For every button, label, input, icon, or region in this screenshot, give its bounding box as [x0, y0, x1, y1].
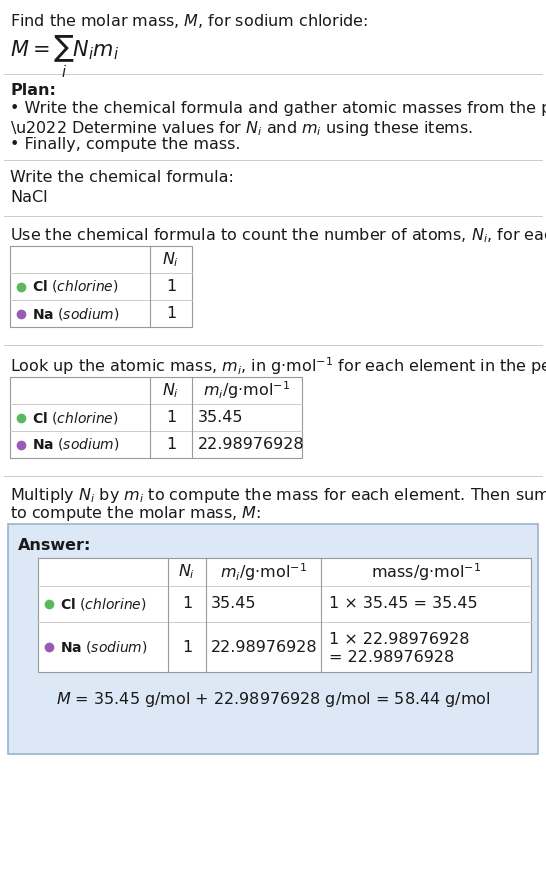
Text: 1 × 35.45 = 35.45: 1 × 35.45 = 35.45: [329, 597, 478, 611]
Text: • Finally, compute the mass.: • Finally, compute the mass.: [10, 137, 240, 152]
Bar: [10, 246, 192, 327]
Text: NaCl: NaCl: [10, 190, 48, 205]
Bar: [38, 558, 531, 672]
Text: $\bf{Cl}$ $\it{(chlorine)}$: $\bf{Cl}$ $\it{(chlorine)}$: [32, 409, 118, 426]
Text: 1: 1: [166, 279, 176, 294]
Text: \u2022 Determine values for $N_i$ and $m_i$ using these items.: \u2022 Determine values for $N_i$ and $m…: [10, 119, 473, 138]
Text: $\bf{Cl}$ $\it{(chlorine)}$: $\bf{Cl}$ $\it{(chlorine)}$: [60, 596, 147, 612]
Text: Use the chemical formula to count the number of atoms, $N_i$, for each element:: Use the chemical formula to count the nu…: [10, 226, 546, 244]
Text: $\bf{Na}$ $\it{(sodium)}$: $\bf{Na}$ $\it{(sodium)}$: [60, 639, 147, 655]
Text: $M = \sum_i N_i m_i$: $M = \sum_i N_i m_i$: [10, 34, 119, 80]
Text: $\bf{Na}$ $\it{(sodium)}$: $\bf{Na}$ $\it{(sodium)}$: [32, 306, 120, 321]
Text: Find the molar mass, $M$, for sodium chloride:: Find the molar mass, $M$, for sodium chl…: [10, 12, 368, 30]
Bar: [10, 377, 302, 458]
Text: $\bf{Na}$ $\it{(sodium)}$: $\bf{Na}$ $\it{(sodium)}$: [32, 436, 120, 453]
Text: $m_i$/g$\cdot$mol$^{-1}$: $m_i$/g$\cdot$mol$^{-1}$: [220, 562, 307, 583]
Text: $M$ = 35.45 g/mol + 22.98976928 g/mol = 58.44 g/mol: $M$ = 35.45 g/mol + 22.98976928 g/mol = …: [56, 690, 490, 709]
Text: 22.98976928: 22.98976928: [211, 639, 318, 654]
Text: Write the chemical formula:: Write the chemical formula:: [10, 170, 234, 185]
Text: Multiply $N_i$ by $m_i$ to compute the mass for each element. Then sum those val: Multiply $N_i$ by $m_i$ to compute the m…: [10, 486, 546, 505]
Text: 1: 1: [182, 639, 192, 654]
Text: 1: 1: [182, 597, 192, 611]
Text: $N_i$: $N_i$: [163, 381, 180, 399]
Text: 1: 1: [166, 437, 176, 452]
Text: 22.98976928: 22.98976928: [198, 437, 305, 452]
Bar: [8, 524, 538, 754]
Text: $\bf{Cl}$ $\it{(chlorine)}$: $\bf{Cl}$ $\it{(chlorine)}$: [32, 279, 118, 294]
Text: to compute the molar mass, $M$:: to compute the molar mass, $M$:: [10, 504, 261, 523]
Text: Look up the atomic mass, $m_i$, in g$\cdot$mol$^{-1}$ for each element in the pe: Look up the atomic mass, $m_i$, in g$\cd…: [10, 355, 546, 377]
Text: 1: 1: [166, 306, 176, 321]
Text: 1 × 22.98976928: 1 × 22.98976928: [329, 632, 470, 646]
Text: • Write the chemical formula and gather atomic masses from the periodic table.: • Write the chemical formula and gather …: [10, 101, 546, 116]
Text: 35.45: 35.45: [198, 410, 244, 425]
Text: mass/g$\cdot$mol$^{-1}$: mass/g$\cdot$mol$^{-1}$: [371, 562, 481, 583]
Text: = 22.98976928: = 22.98976928: [329, 649, 454, 665]
Text: 35.45: 35.45: [211, 597, 257, 611]
Text: 1: 1: [166, 410, 176, 425]
Text: $N_i$: $N_i$: [163, 251, 180, 269]
Text: $N_i$: $N_i$: [179, 562, 195, 582]
Text: $m_i$/g$\cdot$mol$^{-1}$: $m_i$/g$\cdot$mol$^{-1}$: [204, 379, 290, 401]
Text: Answer:: Answer:: [18, 538, 91, 553]
Text: Plan:: Plan:: [10, 83, 56, 98]
